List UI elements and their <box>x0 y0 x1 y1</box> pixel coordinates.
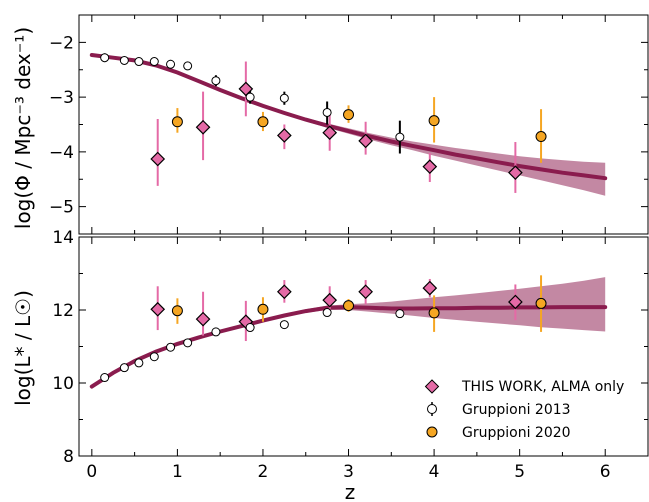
gruppioni-2013-point <box>149 352 159 362</box>
model-uncertainty-band <box>91 277 606 389</box>
gruppioni-2020-point <box>171 116 183 128</box>
top-y-axis-label: log(Φ / Mpc⁻³ dex⁻¹) <box>11 27 35 229</box>
legend: THIS WORK, ALMA only Gruppioni 2013 Grup… <box>424 379 624 441</box>
bottom-x-ticks: 0 1 2 3 4 5 6 <box>86 237 611 482</box>
bottom-panel-frame <box>78 236 649 457</box>
gruppioni-2020-point <box>343 300 355 312</box>
this-work-alma-only-point <box>195 311 211 327</box>
this-work-alma-only-point <box>195 119 211 135</box>
gruppioni-2013-point <box>395 309 405 319</box>
this-work-alma-only-point <box>422 159 438 175</box>
legend-entry-this-work: THIS WORK, ALMA only <box>424 379 624 395</box>
gruppioni-2020-point <box>343 109 355 121</box>
y-tick-label: 10 <box>52 374 74 394</box>
this-work-alma-only-point <box>150 151 166 167</box>
this-work-alma-only-point <box>238 81 254 97</box>
gruppioni-2013-point <box>149 57 159 67</box>
y-tick-label: −5 <box>49 198 74 218</box>
orange-circle-marker-icon <box>426 426 438 438</box>
diamond-marker-icon <box>424 379 440 394</box>
gruppioni-2020-point <box>535 297 547 309</box>
gruppioni-2013-point <box>166 59 176 69</box>
this-work-alma-only-point <box>508 294 523 310</box>
gruppioni-2013-point <box>245 92 255 102</box>
legend-label: Gruppioni 2013 <box>462 402 571 418</box>
bottom-model-band <box>91 277 606 389</box>
gruppioni-2020-point <box>257 116 269 128</box>
legend-entry-gruppioni-2013: Gruppioni 2013 <box>427 402 571 418</box>
bottom-y-ticks: 8 10 12 14 <box>52 228 648 467</box>
gruppioni-2013-point <box>279 93 289 103</box>
gruppioni-2013-point <box>211 327 221 337</box>
y-tick-label: 12 <box>52 301 74 321</box>
gruppioni-2020-point <box>535 131 547 143</box>
top-model-line <box>89 53 608 181</box>
top-panel-phi-vs-z: −5 −4 −3 −2 log(Φ / Mpc⁻³ dex⁻¹) <box>11 14 649 235</box>
gruppioni-2013-point <box>183 61 193 71</box>
gruppioni-2013-point <box>211 76 221 86</box>
x-tick-label: 1 <box>172 462 183 482</box>
x-tick-label: 4 <box>429 462 440 482</box>
x-tick-label: 0 <box>86 462 97 482</box>
gruppioni-2013-point <box>183 338 193 348</box>
gruppioni-2013-point <box>134 358 144 368</box>
gruppioni-2013-point <box>279 320 289 330</box>
y-tick-label: −2 <box>49 33 74 53</box>
legend-entry-gruppioni-2020: Gruppioni 2020 <box>426 425 571 441</box>
gruppioni-2020-point <box>257 303 269 315</box>
y-tick-label: −4 <box>49 143 74 163</box>
gruppioni-2013-point <box>245 323 255 333</box>
y-tick-label: −3 <box>49 88 74 108</box>
this-work-alma-only-point <box>508 165 523 181</box>
y-tick-label: 8 <box>63 447 74 467</box>
gruppioni-2013-point <box>134 57 144 67</box>
gruppioni-2013-point <box>322 107 332 117</box>
legend-label: THIS WORK, ALMA only <box>461 379 624 395</box>
gruppioni-2013-point <box>100 53 110 63</box>
this-work-alma-only-point <box>322 125 338 141</box>
top-x-ticks <box>91 15 606 234</box>
top-markers <box>100 53 547 181</box>
gruppioni-2013-point <box>166 342 176 352</box>
x-tick-label: 5 <box>514 462 525 482</box>
bottom-markers <box>100 280 547 383</box>
gruppioni-2013-point <box>395 132 405 142</box>
open-circle-marker-icon <box>427 404 437 414</box>
this-work-alma-only-point <box>150 301 166 317</box>
top-y-ticks: −5 −4 −3 −2 <box>49 14 648 235</box>
legend-label: Gruppioni 2020 <box>462 425 571 441</box>
gruppioni-2013-point <box>119 55 129 65</box>
model-best-fit-line <box>89 53 608 181</box>
gruppioni-2020-point <box>428 115 440 127</box>
x-tick-label: 3 <box>343 462 354 482</box>
y-tick-label: 14 <box>52 228 74 248</box>
x-tick-label: 2 <box>258 462 269 482</box>
gruppioni-2013-point <box>119 363 129 373</box>
this-work-alma-only-point <box>422 280 438 296</box>
this-work-alma-only-point <box>277 128 292 143</box>
this-work-alma-only-point <box>322 292 338 308</box>
gruppioni-2013-point <box>100 373 110 383</box>
gruppioni-2013-point <box>322 308 332 318</box>
this-work-alma-only-point <box>358 133 373 149</box>
bottom-y-axis-label: log(L* / L☉) <box>11 290 35 406</box>
this-work-alma-only-point <box>358 284 373 300</box>
x-axis-label: z <box>345 480 356 502</box>
this-work-alma-only-point <box>277 284 292 300</box>
x-tick-label: 6 <box>600 462 611 482</box>
gruppioni-2020-point <box>171 305 183 317</box>
gruppioni-2020-point <box>428 307 440 319</box>
top-panel-frame <box>78 14 649 235</box>
